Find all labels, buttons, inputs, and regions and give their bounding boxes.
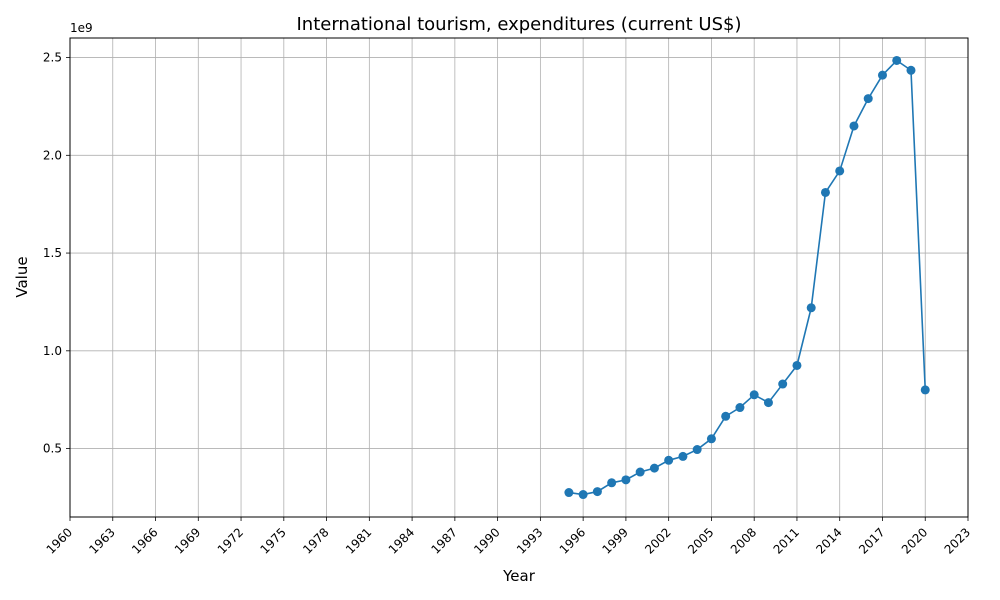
y-tick-label: 2.0 [43,148,62,162]
data-point-2001 [649,463,659,473]
plot-frame [69,37,969,518]
data-point-1998 [607,478,617,488]
data-point-2012 [806,303,816,313]
data-points [564,55,930,500]
x-axis-label: Year [502,567,536,585]
y-axis-label: Value [13,256,31,297]
data-point-2004 [692,445,702,455]
y-axis-ticks: 0.5 1.0 1.5 2.0 2.5 [43,51,70,456]
data-point-2009 [763,398,773,408]
data-point-2008 [749,390,759,400]
data-point-1997 [592,487,602,497]
data-point-2017 [877,70,887,80]
y-offset-label: 1e9 [70,21,93,35]
data-point-1999 [621,475,631,485]
data-point-2018 [892,55,902,65]
data-point-2011 [792,360,802,370]
y-tick-label: 2.5 [43,51,62,65]
data-point-1996 [578,490,588,500]
data-point-2006 [721,411,731,421]
data-point-1995 [564,488,574,498]
data-point-2003 [678,451,688,461]
chart-title: International tourism, expenditures (cur… [297,14,742,35]
data-point-2016 [863,94,873,104]
data-point-2005 [706,434,716,444]
data-point-2019 [906,65,916,75]
y-tick-label: 0.5 [43,442,62,456]
grid-lines [69,38,969,517]
y-tick-label: 1.5 [43,246,62,260]
data-point-2000 [635,467,645,477]
data-point-2010 [778,379,788,389]
data-point-2015 [849,121,859,131]
data-point-2020 [920,385,930,395]
data-point-2002 [664,455,674,465]
data-point-2014 [835,166,845,176]
y-tick-label: 1.0 [43,344,62,358]
data-point-2007 [735,403,745,413]
data-point-2013 [820,187,830,197]
